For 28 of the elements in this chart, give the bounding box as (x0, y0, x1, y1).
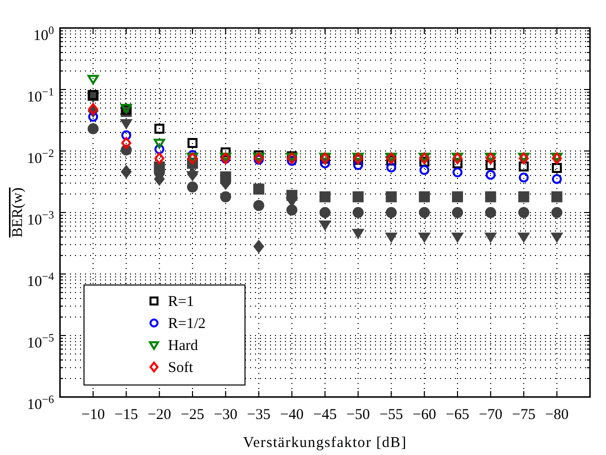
x-tick-label: −50 (346, 407, 370, 423)
y-tick-label: 10$^{−6}$ (27, 394, 54, 413)
x-axis-title: Verstärkungsfaktor [dB] (243, 435, 407, 451)
legend-label: Hard (168, 338, 198, 354)
x-tick-label: −25 (180, 407, 204, 423)
x-tick-label: −75 (512, 407, 536, 423)
x-tick-label: −70 (478, 407, 502, 423)
legend-label: R=1/2 (168, 316, 206, 332)
x-tick-label: −30 (214, 407, 238, 423)
legend-label: R=1 (168, 294, 194, 310)
x-tick-label: −35 (247, 407, 270, 423)
y-tick-label: 10$^{−1}$ (27, 86, 54, 106)
y-tick-label: 10$^{−2}$ (27, 148, 54, 167)
x-tick-label: −15 (114, 407, 138, 423)
x-tick-label: −20 (148, 407, 172, 423)
y-axis-title: BER(w) (10, 188, 26, 238)
x-tick-label: −40 (280, 407, 304, 423)
x-tick-label: −65 (446, 407, 470, 423)
y-tick-label: 10$^{−3}$ (27, 210, 54, 228)
x-tick-label: −45 (313, 407, 337, 423)
x-tick-label: −55 (380, 407, 403, 423)
legend-label: Soft (168, 360, 194, 376)
x-tick-label: −60 (412, 407, 436, 423)
y-tick-label: 10$^{−5}$ (27, 332, 54, 352)
y-tick-label: 10$^{−4}$ (27, 271, 54, 290)
x-tick-label: −80 (545, 407, 569, 423)
y-tick-label: 10$^{0}$ (33, 25, 54, 44)
x-tick-label: −10 (81, 407, 105, 423)
